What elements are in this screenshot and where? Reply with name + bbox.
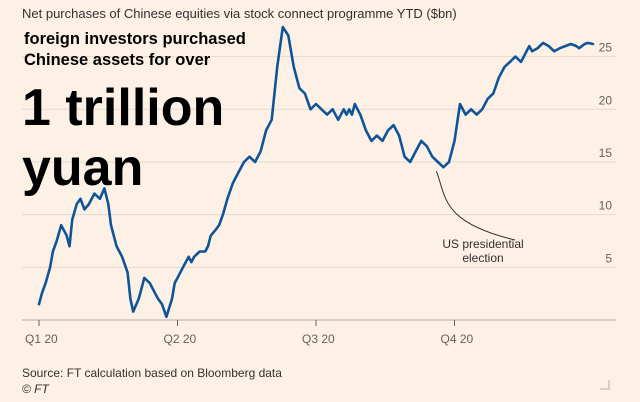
annotation-connector	[435, 171, 516, 241]
series-line-0	[37, 25, 595, 319]
overlay-big-line-2: yuan	[22, 139, 144, 197]
resize-handle-icon	[600, 380, 610, 390]
overlay-big-line-1: 1 trillion	[22, 79, 225, 137]
y-tick-labels: 5 10 15 20 25	[599, 41, 613, 266]
chart-title: Net purchases of Chinese equities via st…	[22, 6, 457, 21]
source-note: Source: FT calculation based on Bloomber…	[22, 366, 282, 380]
annotation-label: US presidential	[442, 237, 523, 251]
x-tick-label: Q3 20	[302, 332, 335, 346]
y-tick-label: 10	[599, 199, 613, 213]
credit-note: © FT	[22, 382, 49, 396]
x-tick-labels: Q1 20 Q2 20 Q3 20 Q4 20	[25, 320, 474, 346]
annotation-label: election	[462, 251, 503, 265]
y-tick-label: 20	[599, 93, 613, 107]
x-tick-label: Q4 20	[441, 332, 474, 346]
y-tick-label: 15	[599, 146, 613, 160]
overlay-headline: 1 trillion yuan	[22, 78, 224, 198]
grid-lines	[22, 56, 616, 321]
y-tick-label: 5	[605, 251, 612, 265]
overlay-line-1: foreign investors purchased	[24, 30, 246, 48]
overlay-subtitle: foreign investors purchased Chinese asse…	[24, 29, 246, 71]
y-tick-label: 25	[599, 41, 613, 55]
overlay-line-2: Chinese assets for over	[24, 51, 211, 69]
series-group	[37, 25, 595, 319]
x-tick-label: Q1 20	[25, 332, 58, 346]
x-tick-label: Q2 20	[164, 332, 197, 346]
